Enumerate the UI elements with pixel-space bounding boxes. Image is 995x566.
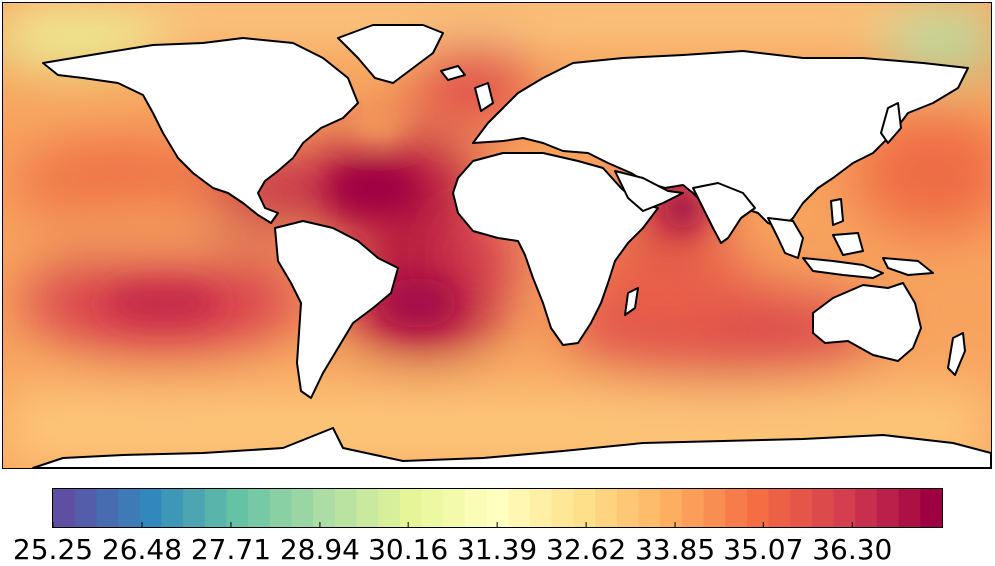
colorbar-level (703, 489, 726, 527)
colorbar-tick-label: 25.25 (12, 533, 94, 566)
colorbar-level (378, 489, 401, 527)
colorbar-level (464, 489, 488, 527)
indonesia (802, 257, 884, 279)
colorbar-level (638, 489, 661, 527)
land-masses (32, 24, 991, 468)
arabia (614, 170, 684, 212)
colorbar-level (855, 489, 878, 527)
colorbar-level (399, 489, 423, 527)
colorbar-tick-label: 33.85 (634, 533, 716, 566)
colorbar-level (443, 489, 466, 527)
colorbar-tick-label: 35.07 (723, 533, 804, 566)
colorbar-level (334, 489, 358, 527)
philippines (830, 198, 844, 226)
iceland (440, 65, 466, 81)
colorbar-level (53, 489, 76, 527)
borneo (832, 232, 864, 256)
north-america (42, 37, 359, 224)
colorbar-level (768, 489, 791, 527)
colorbar-level (833, 489, 856, 527)
colorbar-level (681, 489, 705, 527)
australia (812, 282, 922, 362)
madagascar (624, 287, 639, 316)
colorbar-level (725, 489, 748, 527)
colorbar-level (269, 489, 293, 527)
map-canvas (3, 3, 991, 468)
salinity-map (2, 2, 992, 469)
colorbar-tick-label: 36.30 (812, 533, 893, 566)
india (692, 182, 756, 244)
colorbar-level (226, 489, 249, 527)
greenland (337, 24, 444, 84)
colorbar-level (508, 489, 531, 527)
japan (880, 102, 902, 144)
british-isles (474, 82, 494, 112)
colorbar-level (595, 489, 618, 527)
colorbar-level (248, 489, 271, 527)
new-zealand (947, 332, 966, 376)
colorbar-level (139, 489, 163, 527)
colorbar-level (96, 489, 119, 527)
colorbar-level (313, 489, 336, 527)
colorbar-level (876, 489, 900, 527)
southeast-asia (767, 217, 804, 259)
colorbar-level (486, 489, 509, 527)
colorbar-tick-label: 28.94 (279, 533, 360, 566)
colorbar-level (161, 489, 184, 527)
new-guinea (882, 257, 934, 276)
eurasia (472, 50, 969, 239)
colorbar-tick-label: 32.62 (546, 533, 627, 566)
colorbar-tick-label: 30.16 (368, 533, 449, 566)
colorbar-level (74, 489, 97, 527)
colorbar-level (573, 489, 596, 527)
colorbar-gradient (53, 489, 942, 527)
colorbar-level (616, 489, 640, 527)
colorbar-level (660, 489, 683, 527)
colorbar-level (204, 489, 228, 527)
salinity-gradient (3, 3, 991, 468)
africa (452, 152, 659, 346)
colorbar (52, 488, 943, 528)
colorbar-level (898, 489, 921, 527)
colorbar-level (356, 489, 379, 527)
colorbar-level (118, 489, 141, 527)
colorbar-level (530, 489, 553, 527)
antarctica (32, 427, 991, 468)
colorbar-level (291, 489, 314, 527)
colorbar-tick-label: 31.39 (457, 533, 538, 566)
colorbar-level (421, 489, 444, 527)
colorbar-level (790, 489, 813, 527)
colorbar-level (183, 489, 206, 527)
south-america (274, 220, 399, 399)
salinity-detail (103, 116, 703, 328)
colorbar-tick-label: 26.48 (101, 533, 183, 566)
colorbar-level (920, 489, 942, 527)
colorbar-level (811, 489, 835, 527)
colorbar-level (551, 489, 574, 527)
colorbar-level (746, 489, 770, 527)
colorbar-tick-label: 27.71 (190, 533, 272, 566)
